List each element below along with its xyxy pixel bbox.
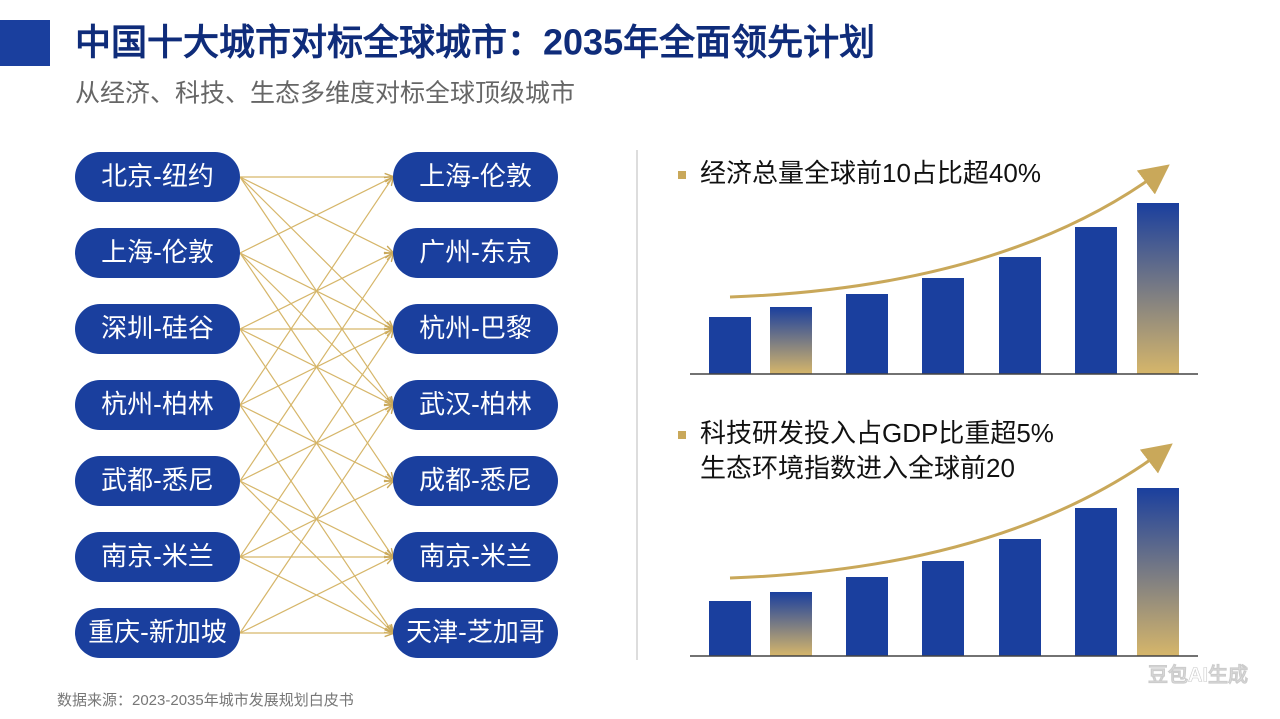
city-pill (393, 456, 558, 506)
city-pill (393, 532, 558, 582)
link-arrow (239, 176, 393, 329)
bar (1137, 203, 1179, 374)
bar (846, 294, 888, 374)
city-label: 杭州-柏林 (101, 389, 214, 419)
bar (1075, 508, 1117, 656)
city-pill (75, 228, 240, 278)
city-pill (393, 152, 558, 202)
city-label: 北京-纽约 (101, 161, 214, 191)
trend-arrow (729, 164, 1170, 299)
title-block (0, 20, 50, 66)
city-pill (393, 380, 558, 430)
city-pill (75, 532, 240, 582)
chart-caption: 经济总量全球前10占比超40% (700, 158, 1041, 188)
link-arrow (239, 557, 393, 634)
bar (846, 577, 888, 656)
bar (1075, 227, 1117, 374)
city-label: 武汉-柏林 (419, 389, 532, 419)
city-label: 成都-悉尼 (419, 465, 532, 495)
pills: 北京-纽约上海-伦敦深圳-硅谷杭州-柏林武都-悉尼南京-米兰重庆-新加坡上海-伦… (75, 152, 558, 658)
city-pill (393, 304, 558, 354)
city-label: 上海-伦敦 (101, 237, 214, 267)
bar (709, 601, 751, 656)
bullet (678, 171, 686, 179)
city-pill (75, 152, 240, 202)
title: 中国十大城市对标全球城市：2035年全面领先计划 (75, 22, 875, 63)
link-arrow (239, 177, 393, 406)
bar (922, 278, 964, 374)
city-label: 南京-米兰 (419, 541, 532, 571)
city-label: 武都-悉尼 (101, 465, 214, 495)
city-label: 天津-芝加哥 (406, 617, 545, 647)
bar (770, 307, 812, 374)
chart-caption: 科技研发投入占GDP比重超5% (700, 418, 1054, 448)
source: 数据来源：2023-2035年城市发展规划白皮书 (57, 692, 354, 709)
city-label: 重庆-新加坡 (88, 617, 227, 647)
city-pill (393, 608, 558, 658)
city-pill (75, 456, 240, 506)
bar (922, 561, 964, 656)
bar (709, 317, 751, 374)
bullet (678, 431, 686, 439)
city-label: 广州-东京 (419, 237, 532, 267)
bar (999, 257, 1041, 374)
city-label: 深圳-硅谷 (101, 313, 214, 343)
bar (1137, 488, 1179, 656)
link-arrow (239, 405, 393, 634)
city-pill (75, 608, 240, 658)
city-pill (75, 304, 240, 354)
city-pill (393, 228, 558, 278)
link-arrow (239, 253, 393, 482)
link-arrow (239, 329, 393, 558)
city-label: 杭州-巴黎 (419, 313, 532, 343)
link-arrow (239, 177, 393, 254)
trend-arrow (729, 443, 1173, 580)
charts: 经济总量全球前10占比超40% 科技研发投入占GDP比重超5% 生态环境指数进入全球… (678, 158, 1198, 657)
subtitle: 从经济、科技、生态多维度对标全球顶级城市 (75, 80, 575, 108)
links (239, 176, 393, 634)
watermark: 豆包AI生成 (1148, 662, 1248, 686)
city-label: 上海-伦敦 (419, 161, 532, 191)
city-pill (75, 380, 240, 430)
city-label: 南京-米兰 (101, 541, 214, 571)
bar (770, 592, 812, 656)
bar (999, 539, 1041, 656)
chart-caption: 生态环境指数进入全球前20 (700, 453, 1015, 483)
